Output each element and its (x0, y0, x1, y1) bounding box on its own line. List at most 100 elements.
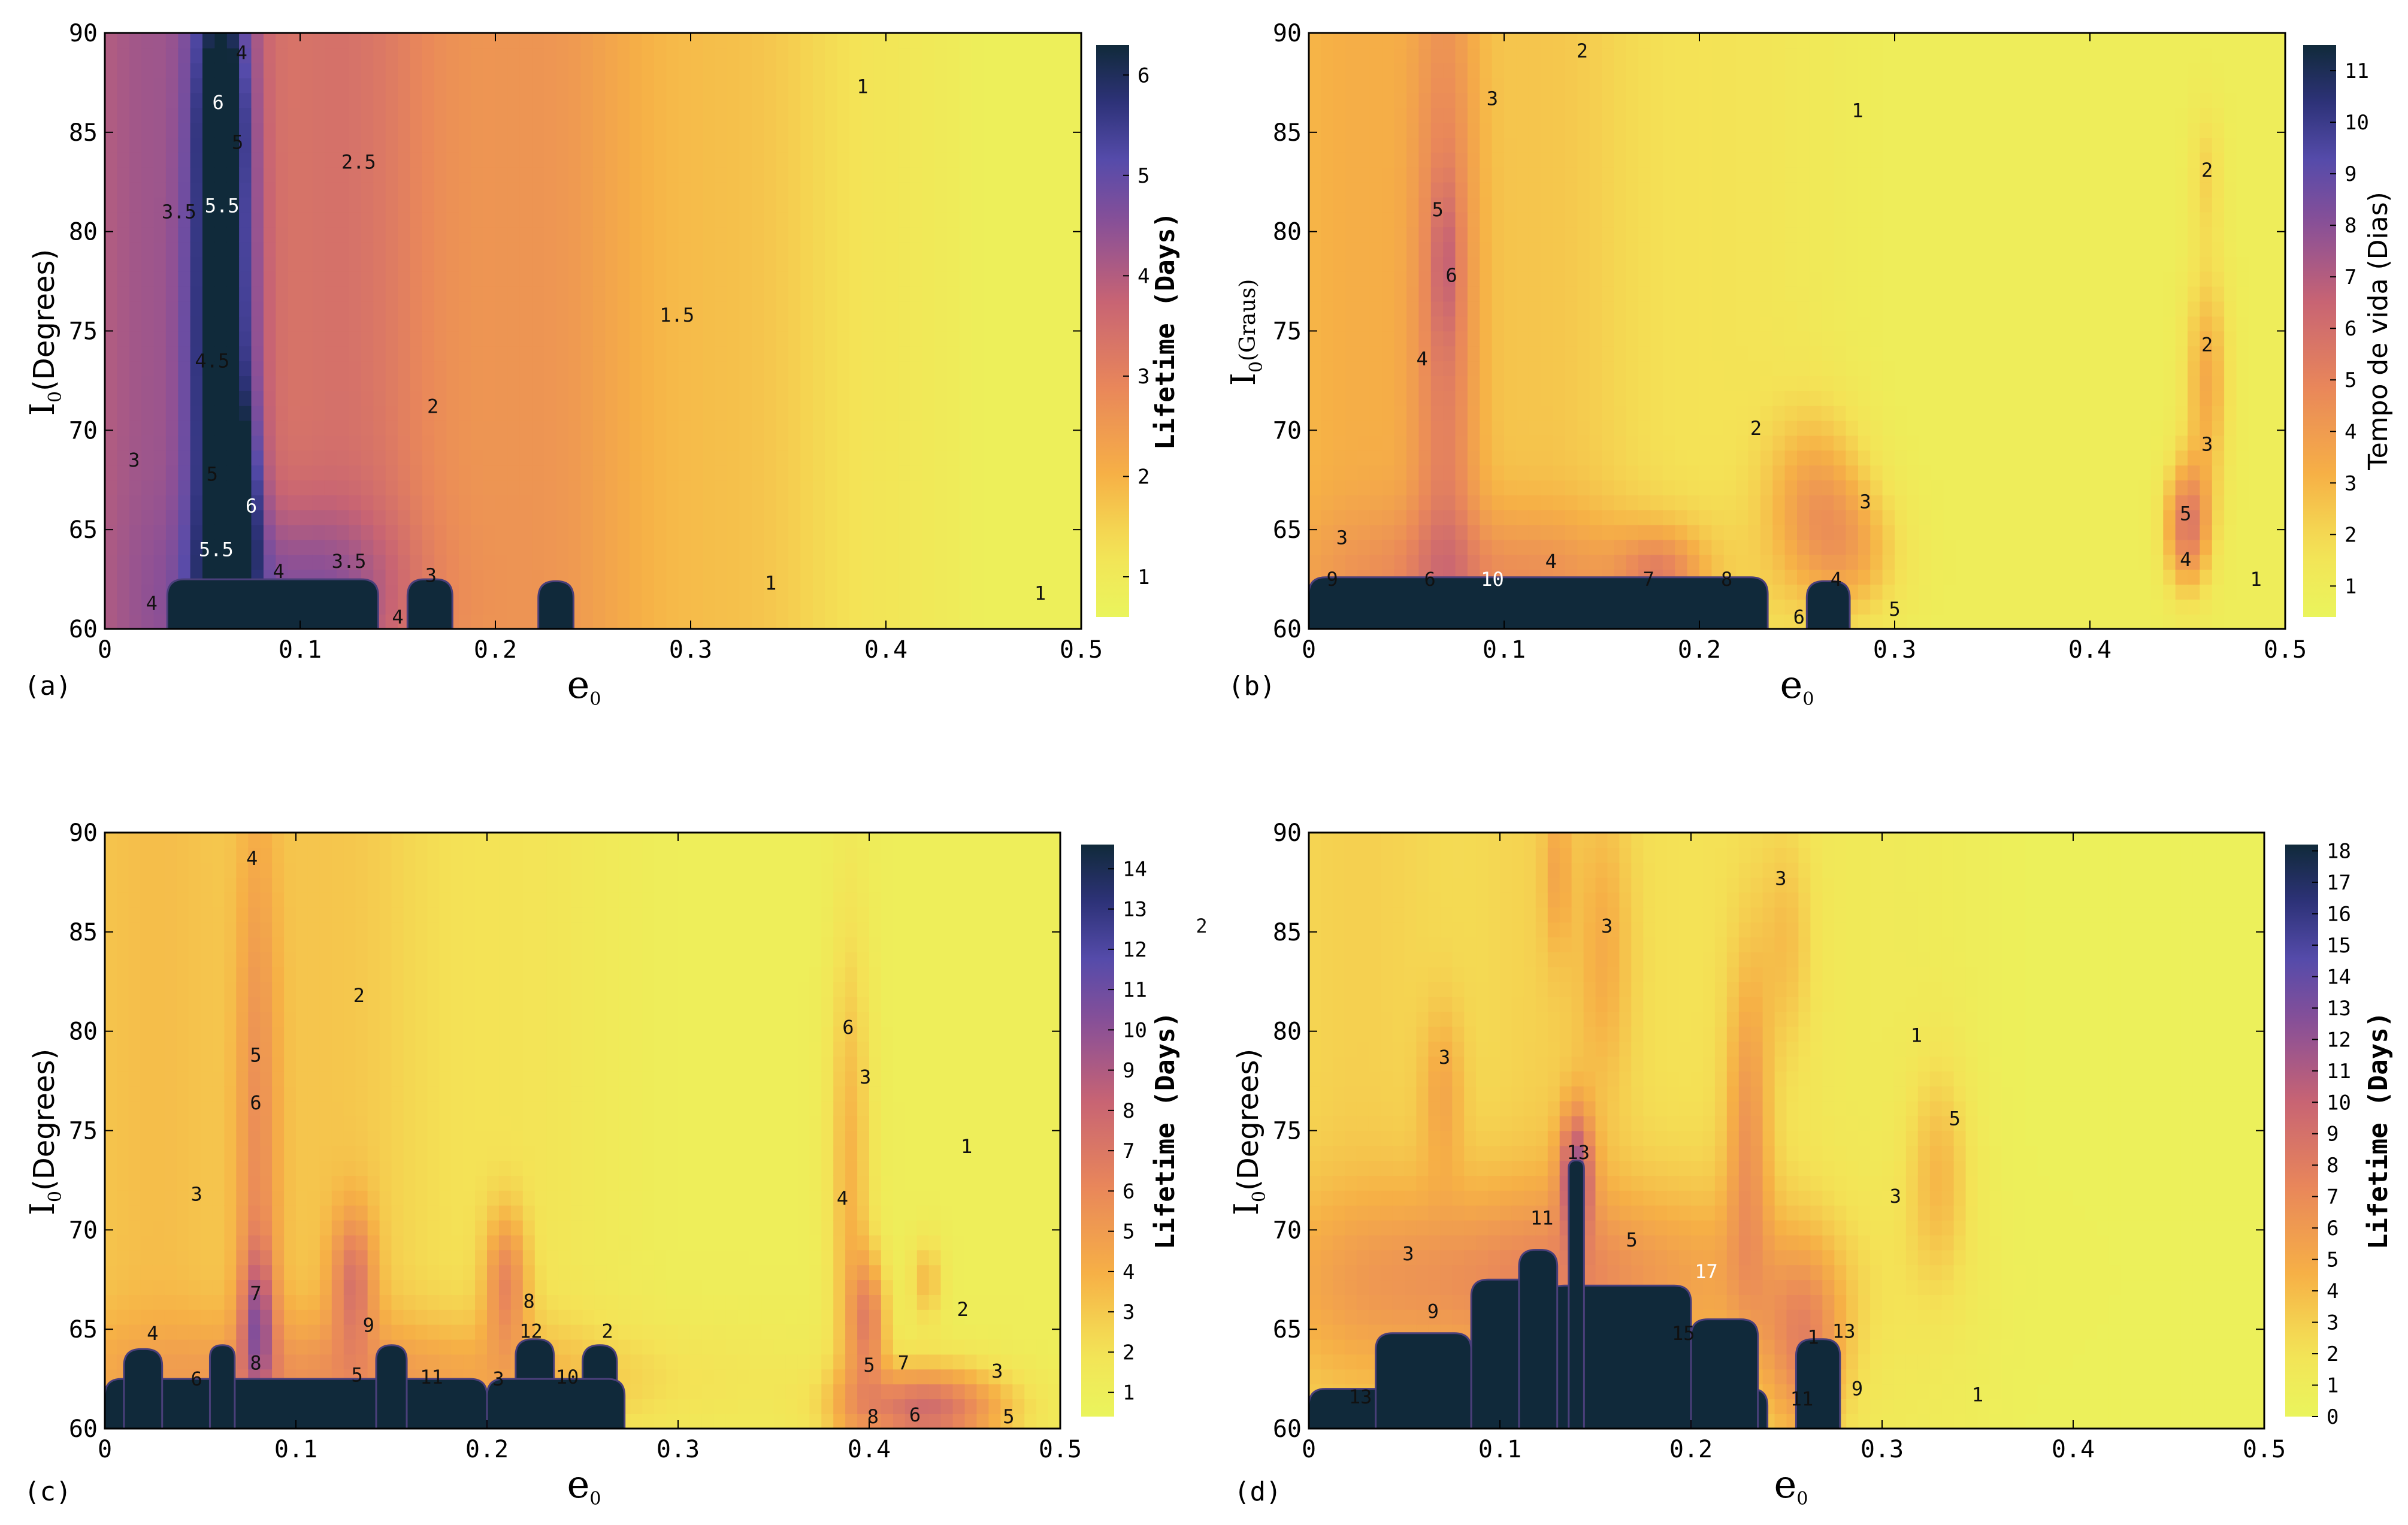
heat-cell (837, 614, 850, 629)
heat-cell (654, 510, 667, 525)
heat-cell (825, 614, 838, 629)
heat-cell (1516, 33, 1529, 49)
heat-cell (226, 420, 240, 436)
heat-cell (715, 420, 728, 436)
heat-cell (691, 152, 704, 168)
heat-cell (739, 62, 752, 78)
heat-cell (654, 196, 667, 213)
heat-cell (178, 554, 191, 570)
heat-cell (532, 241, 545, 257)
heat-cell (1772, 107, 1786, 123)
heat-cell (556, 241, 570, 257)
heat-cell (1345, 256, 1359, 272)
heat-cell (971, 286, 984, 302)
heat-cell (898, 584, 911, 600)
heat-cell (1418, 480, 1432, 495)
heat-cell (141, 122, 155, 138)
heat-cell (556, 405, 570, 421)
heat-cell (1784, 271, 1798, 287)
heat-cell (1321, 226, 1334, 243)
heat-cell (300, 152, 313, 168)
heat-cell (1467, 211, 1481, 228)
heat-cell (971, 405, 984, 421)
heat-cell (739, 137, 752, 153)
heat-cell (1760, 107, 1774, 123)
heat-cell (849, 599, 863, 615)
heat-cell (984, 122, 997, 138)
heat-cell (1565, 405, 1578, 421)
heat-cell (910, 539, 923, 555)
heat-cell (996, 181, 1009, 198)
heat-cell (1687, 316, 1700, 332)
heat-cell (190, 331, 203, 347)
heat-cell (568, 286, 582, 302)
heat-cell (458, 376, 472, 391)
heat-cell (812, 316, 825, 332)
heat-cell (410, 346, 423, 362)
heat-cell (934, 196, 948, 213)
heat-cell (898, 614, 911, 629)
heat-cell (1394, 107, 1407, 123)
heat-cell (642, 331, 655, 347)
heat-cell (1394, 554, 1407, 570)
heat-cell (1723, 92, 1737, 108)
heat-cell (471, 286, 484, 302)
heat-cell (1492, 554, 1505, 570)
heat-cell (202, 92, 216, 108)
heat-cell (593, 107, 606, 123)
heat-cell (1394, 33, 1407, 49)
heat-cell (739, 241, 752, 257)
heat-cell (1008, 450, 1021, 466)
heat-cell (1675, 33, 1688, 49)
heat-cell (153, 584, 167, 600)
heat-cell (642, 450, 655, 466)
heat-cell (849, 405, 863, 421)
heat-cell (1333, 152, 1346, 168)
heat-cell (1675, 450, 1688, 466)
heat-cell (361, 122, 374, 138)
heat-cell (1553, 271, 1566, 287)
heat-cell (1321, 271, 1334, 287)
heat-cell (1369, 226, 1383, 243)
heat-cell (996, 77, 1009, 93)
heat-cell (239, 405, 252, 421)
heat-cell (1699, 420, 1713, 436)
heat-cell (776, 510, 789, 525)
heat-cell (1369, 420, 1383, 436)
heat-cell (276, 256, 289, 272)
heat-cell (849, 450, 863, 466)
heat-cell (1687, 450, 1700, 466)
heat-cell (800, 420, 813, 436)
heat-cell (1020, 584, 1033, 600)
heat-cell (1020, 361, 1033, 376)
heat-cell (178, 152, 191, 168)
heat-cell (861, 495, 875, 510)
heat-cell (458, 539, 472, 555)
heat-cell (703, 62, 716, 78)
heat-cell (837, 554, 850, 570)
heat-cell (1687, 196, 1700, 213)
heat-cell (214, 316, 228, 332)
heat-cell (1784, 256, 1798, 272)
heat-cell (751, 286, 765, 302)
heat-cell (288, 33, 301, 49)
heat-cell (349, 435, 362, 451)
heat-cell (812, 196, 825, 213)
heat-cell (1321, 346, 1334, 362)
heat-cell (1711, 122, 1725, 138)
heat-cell (446, 256, 459, 272)
heat-cell (129, 33, 142, 49)
x-title-letter-a: e (567, 663, 590, 707)
heat-cell (507, 391, 521, 406)
heat-cell (300, 241, 313, 257)
heat-cell (849, 62, 863, 78)
heat-cell (1748, 286, 1761, 302)
heat-cell (959, 286, 972, 302)
heat-cell (1528, 226, 1541, 243)
heat-cell (1382, 331, 1395, 347)
heat-cell (971, 152, 984, 168)
heat-cell (886, 524, 899, 540)
heat-cell (117, 152, 130, 168)
heat-cell (507, 420, 521, 436)
heat-cell (1321, 62, 1334, 78)
